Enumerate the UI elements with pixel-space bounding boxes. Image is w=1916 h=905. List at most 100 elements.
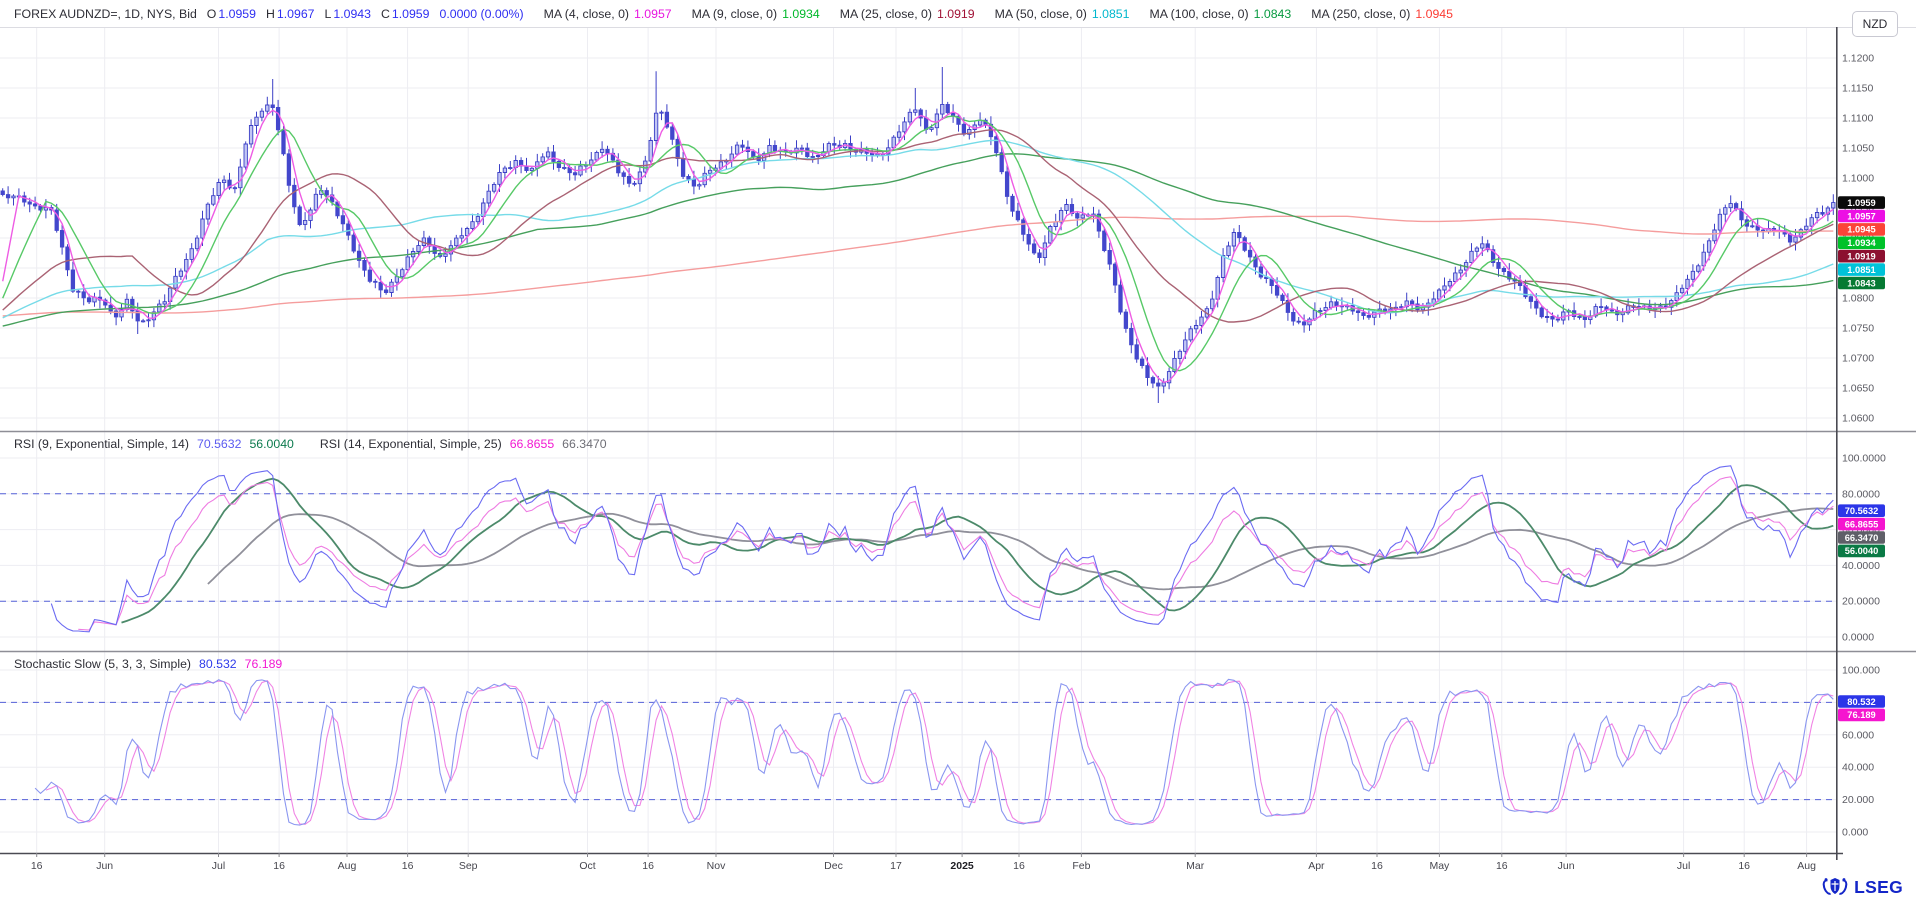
svg-text:1.0600: 1.0600	[1842, 413, 1874, 425]
candle-down-bodies	[0, 103, 1825, 387]
ma-250-line[interactable]	[2, 215, 1834, 317]
stochastic-value-d: 76.189	[244, 657, 283, 671]
svg-text:16: 16	[1496, 860, 1508, 872]
ma-4-line[interactable]	[2, 109, 1834, 384]
svg-text:80.532: 80.532	[1847, 697, 1875, 707]
svg-text:100.0000: 100.0000	[1842, 453, 1886, 465]
svg-text:20.000: 20.000	[1842, 794, 1874, 806]
svg-text:1.1100: 1.1100	[1842, 113, 1873, 125]
svg-text:16: 16	[273, 860, 285, 872]
svg-text:1.1150: 1.1150	[1842, 83, 1873, 95]
stochastic-series[interactable]	[34, 678, 1834, 826]
svg-text:2025: 2025	[950, 860, 974, 872]
legend-ma-250[interactable]: MA (250, close, 0) 1.0945	[1311, 6, 1453, 21]
svg-text:1.0843: 1.0843	[1847, 278, 1875, 288]
svg-text:16: 16	[1371, 860, 1383, 872]
svg-text:Nov: Nov	[707, 860, 726, 872]
rsi-value-3: 66.8655	[509, 437, 555, 451]
svg-text:0.000: 0.000	[1842, 827, 1868, 839]
stochastic-k-line	[34, 678, 1834, 826]
time-axis[interactable]: 16 Jun Jul 16 Aug 16 Sep Oct 16 Nov Dec 17 2025 16 Feb…	[31, 853, 1816, 872]
svg-text:16: 16	[1738, 860, 1750, 872]
svg-text:40.0000: 40.0000	[1842, 560, 1880, 572]
legend-ma-100[interactable]: MA (100, close, 0) 1.0843	[1149, 6, 1292, 21]
svg-text:1.0957: 1.0957	[1847, 211, 1875, 221]
svg-text:100.000: 100.000	[1842, 665, 1880, 677]
rsi-14-line	[78, 476, 1834, 631]
ma-50-line[interactable]	[2, 139, 1834, 319]
rsi-panel-header[interactable]: RSI (9, Exponential, Simple, 14) 70.5632…	[14, 437, 607, 451]
currency-button[interactable]: NZD	[1852, 11, 1898, 37]
svg-text:1.0800: 1.0800	[1842, 293, 1874, 305]
svg-text:Dec: Dec	[824, 860, 843, 872]
legend-ma-9[interactable]: MA (9, close, 0) 1.0934	[691, 6, 820, 21]
quote-high: H 1.0967	[266, 6, 315, 21]
rsi-value-1: 70.5632	[196, 437, 242, 451]
quote-change: 0.0000 (0.00%)	[439, 6, 524, 21]
svg-text:1.0650: 1.0650	[1842, 383, 1874, 395]
rsi-9-line	[50, 465, 1834, 633]
quote-low: L 1.0943	[324, 6, 371, 21]
legend-ma-50[interactable]: MA (50, close, 0) 1.0851	[994, 6, 1130, 21]
svg-text:17: 17	[890, 860, 902, 872]
svg-text:76.189: 76.189	[1847, 710, 1875, 720]
svg-text:Aug: Aug	[338, 860, 357, 872]
ma-100-line[interactable]	[2, 153, 1834, 327]
svg-text:May: May	[1429, 860, 1450, 872]
svg-text:66.3470: 66.3470	[1845, 533, 1879, 543]
svg-text:1.1000: 1.1000	[1842, 173, 1874, 185]
svg-text:1.1200: 1.1200	[1842, 53, 1874, 65]
legend-ma-4[interactable]: MA (4, close, 0) 1.0957	[543, 6, 672, 21]
stochastic-value-k: 80.532	[199, 657, 237, 671]
rsi-axis-badges: 70.5632 66.8655 66.3470 56.0040	[1838, 504, 1885, 558]
stoch-axis-badges: 80.532 76.189	[1838, 695, 1885, 722]
svg-text:16: 16	[31, 860, 43, 872]
svg-text:1.1050: 1.1050	[1842, 143, 1874, 155]
rsi-title-1: RSI (9, Exponential, Simple, 14)	[14, 437, 189, 451]
svg-text:Jul: Jul	[1677, 860, 1690, 872]
symbol-title[interactable]: FOREX AUDNZD=, 1D, NYS, Bid	[14, 6, 197, 21]
svg-text:0.0000: 0.0000	[1842, 632, 1874, 644]
quote-open: O 1.0959	[206, 6, 256, 21]
rsi-value-4: 66.3470	[562, 437, 607, 451]
svg-text:1.0700: 1.0700	[1842, 353, 1874, 365]
lseg-logo: LSEG	[1821, 876, 1903, 898]
svg-text:1.0851: 1.0851	[1847, 265, 1875, 275]
svg-text:Apr: Apr	[1308, 860, 1325, 872]
svg-text:56.0040: 56.0040	[1845, 546, 1879, 556]
svg-text:40.000: 40.000	[1842, 762, 1874, 774]
svg-text:16: 16	[642, 860, 654, 872]
svg-text:1.0934: 1.0934	[1847, 238, 1876, 248]
lseg-crest-icon	[1822, 878, 1848, 895]
svg-text:Aug: Aug	[1797, 860, 1816, 872]
stochastic-panel-header[interactable]: Stochastic Slow (5, 3, 3, Simple) 80.532…	[14, 657, 282, 671]
svg-text:Sep: Sep	[459, 860, 478, 872]
svg-text:Feb: Feb	[1072, 860, 1090, 872]
svg-text:1.0959: 1.0959	[1847, 198, 1875, 208]
svg-text:1.0750: 1.0750	[1842, 323, 1874, 335]
rsi-value-2: 56.0040	[249, 437, 294, 451]
rsi-9-signal-line	[121, 477, 1834, 624]
svg-text:80.0000: 80.0000	[1842, 488, 1880, 500]
svg-text:1.0919: 1.0919	[1847, 252, 1875, 262]
candlestick-series[interactable]	[0, 67, 1836, 403]
svg-text:66.8655: 66.8655	[1845, 519, 1879, 529]
rsi-14-signal-line	[207, 507, 1834, 591]
rsi-title-2: RSI (14, Exponential, Simple, 25)	[319, 437, 502, 451]
rsi-series[interactable]	[50, 465, 1834, 633]
ma-25-line[interactable]	[2, 129, 1834, 323]
quote-close: C 1.0959	[380, 6, 430, 21]
svg-text:1.0945: 1.0945	[1847, 225, 1875, 235]
svg-text:Mar: Mar	[1186, 860, 1205, 872]
stochastic-title: Stochastic Slow (5, 3, 3, Simple)	[14, 657, 192, 671]
svg-text:20.0000: 20.0000	[1842, 596, 1880, 608]
legend-ma-25[interactable]: MA (25, close, 0) 1.0919	[839, 6, 975, 21]
svg-text:16: 16	[402, 860, 414, 872]
svg-text:16: 16	[1013, 860, 1025, 872]
ma-9-line[interactable]	[2, 115, 1834, 372]
svg-text:Jun: Jun	[1558, 860, 1575, 872]
price-axis-badges: 1.0959 1.0957 1.0945 1.0934 1.0919 1.0851 1.08…	[1838, 196, 1885, 290]
svg-text:70.5632: 70.5632	[1845, 506, 1879, 516]
